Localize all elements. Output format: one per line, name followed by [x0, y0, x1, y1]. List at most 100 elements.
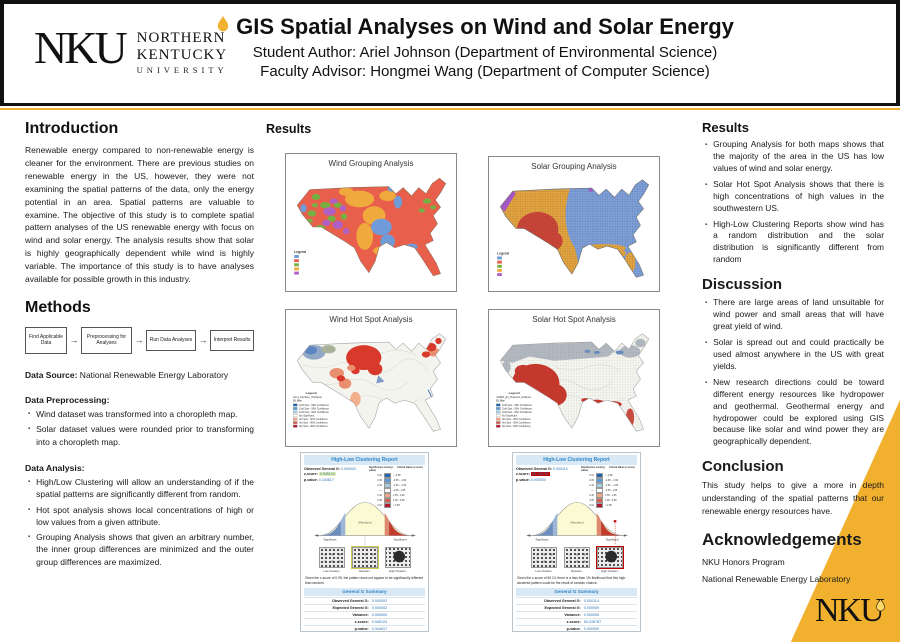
svg-text:Cold Spot - 90% Confidence: Cold Spot - 90% Confidence [502, 411, 533, 414]
cluster-thumbnails: Low Clusters Random High Clusters [304, 546, 425, 573]
wind-clustering-report: High-Low Clustering Report Observed Gene… [300, 452, 429, 632]
table-row: z-score: 59.236787 [516, 618, 637, 625]
svg-text:Significant: Significant [323, 537, 336, 541]
svg-text:Cold Spot - 95% Confidence: Cold Spot - 95% Confidence [502, 407, 533, 410]
summary-heading: General G Summary [516, 587, 637, 596]
significance-table: Significance Level (p-value) Critical Val… [369, 466, 423, 508]
methods-flowchart: Find Applicable Data Preprocessing for A… [25, 326, 254, 354]
arrow-right-icon [67, 335, 81, 345]
observed-g-stat: Observed General G: 0.000114 [516, 467, 568, 471]
wind-hotspot-map: Wind Hot Spot Analysis [285, 309, 457, 447]
svg-text:Legend: Legend [306, 391, 317, 395]
solar-hotspot-map-image: Legend us9805_ghi_Clustered_HotSpots Gi_… [495, 333, 650, 432]
poster-title: GIS Spatial Analyses on Wind and Solar E… [236, 14, 734, 39]
low-clusters-thumb [318, 547, 345, 568]
svg-text:Significant: Significant [605, 537, 618, 541]
right-column: Results Grouping Analysis for both maps … [702, 120, 884, 591]
flow-step: Find Applicable Data [25, 326, 67, 354]
nku-logo: NKU NORTHERN KENTUCKY UNIVERSITY [34, 16, 228, 75]
svg-text:Significant: Significant [393, 537, 406, 541]
list-item: Hot spot analysis shows local concentrat… [25, 504, 254, 529]
list-item: Grouping Analysis shows that given an ar… [25, 531, 254, 568]
svg-text:Gi_Bin: Gi_Bin [496, 399, 505, 403]
svg-text:wind_interface_HotSpots: wind_interface_HotSpots [293, 395, 322, 399]
p-value-stat: p-value: 0.000000 [516, 477, 546, 482]
solar-grouping-map: Solar Grouping Analysis Legend [488, 156, 660, 292]
table-row: Expected General G: 0.000059 [516, 603, 637, 611]
table-row: p-value: 0.000000 [516, 625, 637, 631]
discussion-heading: Discussion [702, 276, 783, 294]
data-source-value: National Renewable Energy Laboratory [77, 369, 229, 380]
map-legend: Legend [294, 250, 306, 275]
low-clusters-thumb [530, 547, 557, 568]
table-row: Observed General G: 0.000114 [516, 596, 637, 604]
list-item: Grouping Analysis for both maps shows th… [702, 139, 884, 175]
acknowledgements-heading: Acknowledgements [702, 530, 862, 549]
map-title: Wind Hot Spot Analysis [329, 315, 413, 324]
flame-icon [875, 584, 886, 622]
flame-icon [216, 16, 230, 39]
analysis-heading: Data Analysis: [25, 462, 85, 473]
p-value-stat: p-value: 0.344617 [304, 477, 334, 482]
report-note: Given the z-score of 59.24, there is a l… [517, 576, 627, 585]
z-score-stat: z-score: 59.236787 [516, 472, 550, 477]
list-item: Solar is spread out and could practicall… [702, 337, 884, 373]
list-item: Wind dataset was transformed into a chor… [25, 408, 254, 420]
svg-text:us9805_ghi_Clustered_HotSpots: us9805_ghi_Clustered_HotSpots [496, 396, 532, 399]
random-thumb [350, 546, 379, 569]
high-clusters-thumb [384, 547, 411, 568]
map-title: Solar Grouping Analysis [531, 162, 617, 171]
table-row: Expected General G: 0.000002 [304, 603, 425, 611]
map-title: Wind Grouping Analysis [328, 159, 414, 168]
introduction-heading: Introduction [25, 120, 119, 137]
advisor-line: Faculty Advisor: Hongmei Wang (Departmen… [260, 63, 710, 80]
table-row: p-value: 0.344617 [304, 625, 425, 631]
list-item: Solar dataset values were rounded prior … [25, 423, 254, 448]
methods-heading: Methods [25, 298, 91, 316]
summary-heading: General G Summary [304, 587, 425, 596]
map-legend: Legend us9805_ghi_Clustered_HotSpots Gi_… [495, 391, 533, 428]
author-line: Student Author: Ariel Johnson (Departmen… [252, 44, 718, 61]
svg-text:Cold Spot - 99% Confidence: Cold Spot - 99% Confidence [502, 404, 533, 407]
preprocessing-heading: Data Preprocessing: [25, 394, 110, 405]
ack-item: NKU Honors Program [702, 557, 785, 567]
svg-text:Hot Spot - 90% Confidence: Hot Spot - 90% Confidence [502, 418, 531, 421]
cluster-thumbnails: Low Clusters Random High Clusters [516, 546, 637, 573]
observed-g-stat: Observed General G: 0.000002 [304, 467, 356, 471]
svg-text:(Random): (Random) [570, 520, 583, 524]
poster-header: NKU NORTHERN KENTUCKY UNIVERSITY GIS Spa… [0, 0, 900, 103]
report-stats: Observed General G: 0.000002 z-score: 0.… [304, 466, 425, 508]
svg-text:(Random): (Random) [358, 520, 371, 524]
svg-text:Cold Spot - 99% Confidence: Cold Spot - 99% Confidence [299, 404, 330, 407]
list-item: Solar Hot Spot Analysis shows that there… [702, 179, 884, 215]
report-title: High-Low Clustering Report [304, 455, 425, 465]
header-divider-black [0, 103, 900, 106]
svg-text:Legend: Legend [294, 250, 306, 254]
svg-text:Legend: Legend [497, 251, 509, 255]
table-row: Variance: 0.000000 [304, 610, 425, 618]
map-legend: Legend wind_interface_HotSpots Gi_Bin Co… [292, 391, 330, 428]
svg-text:Significant: Significant [535, 537, 548, 541]
list-item: There are large areas of land unsuitable… [702, 297, 884, 333]
svg-text:Hot Spot - 95% Confidence: Hot Spot - 95% Confidence [502, 422, 531, 425]
solar-hotspot-map: Solar Hot Spot Analysis [488, 309, 660, 447]
nku-logo-wordmark: NORTHERN KENTUCKY UNIVERSITY [136, 30, 228, 75]
nku-logo-mark: NKU [34, 22, 128, 73]
wind-grouping-map: Wind Grouping Analysis [285, 153, 457, 292]
methods-section: Methods Find Applicable Data Preprocessi… [25, 299, 254, 568]
map-legend: Legend [497, 251, 509, 277]
ack-item: National Renewable Energy Laboratory [702, 574, 851, 584]
data-source-label: Data Source: [25, 369, 78, 380]
left-column: Introduction Renewable energy compared t… [25, 120, 254, 571]
svg-text:Hot Spot - 95% Confidence: Hot Spot - 95% Confidence [299, 422, 328, 425]
map-title: Solar Hot Spot Analysis [532, 315, 616, 324]
random-thumb [563, 547, 590, 568]
report-title: High-Low Clustering Report [516, 455, 637, 465]
header-divider-gold [0, 108, 900, 110]
conclusion-heading: Conclusion [702, 458, 784, 476]
svg-text:Hot Spot - 99% Confidence: Hot Spot - 99% Confidence [299, 425, 328, 428]
list-item: New research directions could be toward … [702, 377, 884, 449]
wind-hotspot-map-image: Legend wind_interface_HotSpots Gi_Bin Co… [292, 333, 447, 432]
flow-step: Run Data Analyses [146, 330, 196, 351]
